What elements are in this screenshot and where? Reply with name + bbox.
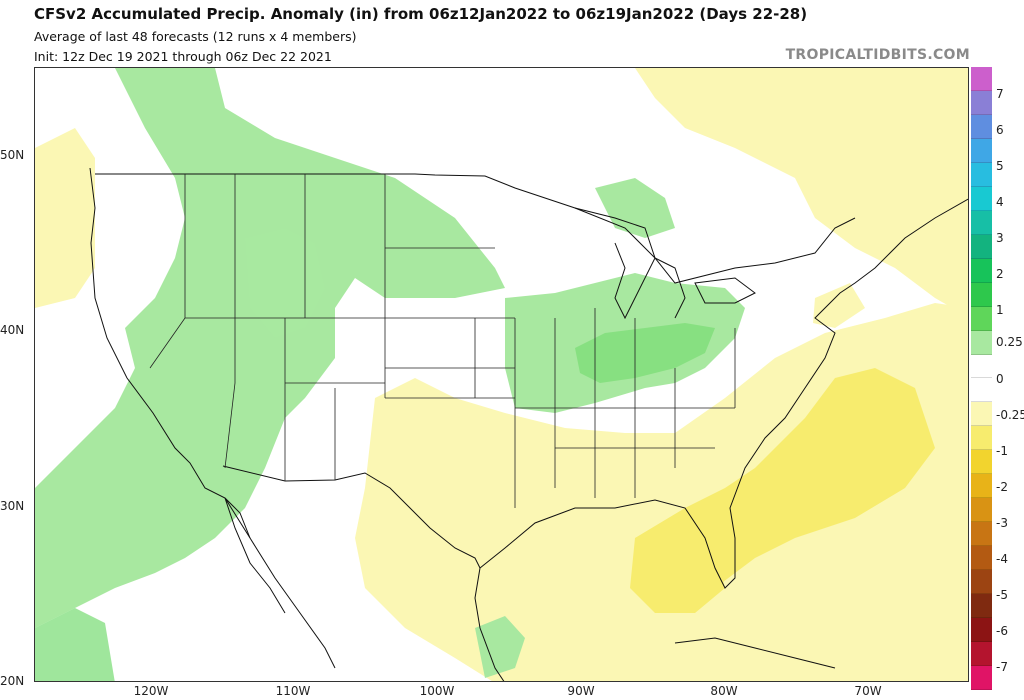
colorbar-label: -5 xyxy=(996,587,1008,602)
colorbar-swatch xyxy=(971,90,992,115)
colorbar-label: -7 xyxy=(996,659,1008,674)
colorbar-swatch xyxy=(971,522,992,547)
lon-label: 90W xyxy=(567,684,595,698)
lon-label: 100W xyxy=(419,684,455,698)
borders xyxy=(89,167,968,681)
lat-label: 50N xyxy=(0,148,25,162)
colorbar-swatch xyxy=(971,306,992,331)
colorbar-swatch xyxy=(971,186,992,211)
pacific-coastline xyxy=(89,167,336,669)
colorbar-label: 3 xyxy=(996,231,1004,246)
lat-label: 30N xyxy=(0,499,25,513)
colorbar-label: -0.25 xyxy=(996,407,1024,422)
colorbar-swatch xyxy=(971,378,992,403)
colorbar-swatch xyxy=(971,450,992,475)
anomaly-map xyxy=(35,68,968,681)
colorbar-swatch xyxy=(971,666,992,690)
colorbar-label: 0.25 xyxy=(996,335,1023,350)
shade-yellow-ne-coast xyxy=(813,283,865,328)
colorbar-swatch xyxy=(971,594,992,619)
gulf-coastline xyxy=(479,198,968,589)
colorbar-label: 0 xyxy=(996,371,1004,386)
source-credit: TROPICALTIDBITS.COM xyxy=(785,47,970,63)
colorbar-swatch xyxy=(971,498,992,523)
shade-yellow-gulf xyxy=(630,528,725,613)
init-time: Init: 12z Dec 19 2021 through 06z Dec 22… xyxy=(34,49,332,64)
colorbar-swatch xyxy=(971,426,992,451)
colorbar-swatch xyxy=(971,330,992,355)
colorbar-swatch xyxy=(971,618,992,643)
colorbar-swatch xyxy=(971,282,992,307)
great-lakes xyxy=(574,207,756,320)
colorbar-swatch xyxy=(971,67,992,91)
map-title: CFSv2 Accumulated Precip. Anomaly (in) f… xyxy=(34,5,808,23)
shade-green-mexico xyxy=(475,616,525,678)
shade-green-midwest xyxy=(505,273,745,413)
shade-yellow-northeast xyxy=(635,68,968,317)
colorbar-swatch xyxy=(971,114,992,139)
colorbar-label: -2 xyxy=(996,479,1008,494)
colorbar-label: 1 xyxy=(996,303,1004,318)
shade-green-west xyxy=(35,68,505,628)
colorbar-label: -4 xyxy=(996,551,1008,566)
shade-yellow-pnw xyxy=(35,128,95,308)
colorbar-label: 2 xyxy=(996,267,1004,282)
state-lines xyxy=(149,174,736,508)
shade-yellow-south xyxy=(355,303,968,681)
colorbar-swatch xyxy=(971,474,992,499)
anomaly-shading xyxy=(35,68,968,681)
colorbar-swatch xyxy=(971,354,992,379)
shade-green-dark-midwest xyxy=(575,323,715,383)
colorbar-swatch xyxy=(971,210,992,235)
lon-label: 70W xyxy=(854,684,882,698)
colorbar-label: 6 xyxy=(996,123,1004,138)
colorbar-label: 4 xyxy=(996,195,1004,210)
colorbar-swatch xyxy=(971,258,992,283)
colorbar xyxy=(971,67,992,690)
lon-label: 110W xyxy=(275,684,311,698)
lon-label: 80W xyxy=(710,684,738,698)
map-subtitle: Average of last 48 forecasts (12 runs x … xyxy=(34,29,357,44)
mexico-border xyxy=(222,465,481,569)
colorbar-label: 5 xyxy=(996,159,1004,174)
colorbar-swatch xyxy=(971,234,992,259)
colorbar-swatch xyxy=(971,402,992,427)
colorbar-swatch xyxy=(971,162,992,187)
map-panel xyxy=(34,67,969,682)
colorbar-label: 7 xyxy=(996,87,1004,101)
baja-coastline xyxy=(224,497,286,614)
shade-green-dark-sw xyxy=(35,608,115,681)
colorbar-label: -3 xyxy=(996,515,1008,530)
colorbar-swatch xyxy=(971,642,992,667)
lat-label: 40N xyxy=(0,323,25,337)
mexico-gulf-coastline xyxy=(474,567,505,681)
shade-green-greatlakes xyxy=(595,178,675,238)
canada-border xyxy=(95,173,856,284)
colorbar-swatch xyxy=(971,138,992,163)
colorbar-swatch xyxy=(971,570,992,595)
colorbar-label: -6 xyxy=(996,623,1008,638)
lon-label: 120W xyxy=(133,684,169,698)
lat-label: 20N xyxy=(0,674,25,688)
colorbar-label: -1 xyxy=(996,443,1008,458)
cuba-outline xyxy=(674,637,836,669)
colorbar-swatch xyxy=(971,546,992,571)
